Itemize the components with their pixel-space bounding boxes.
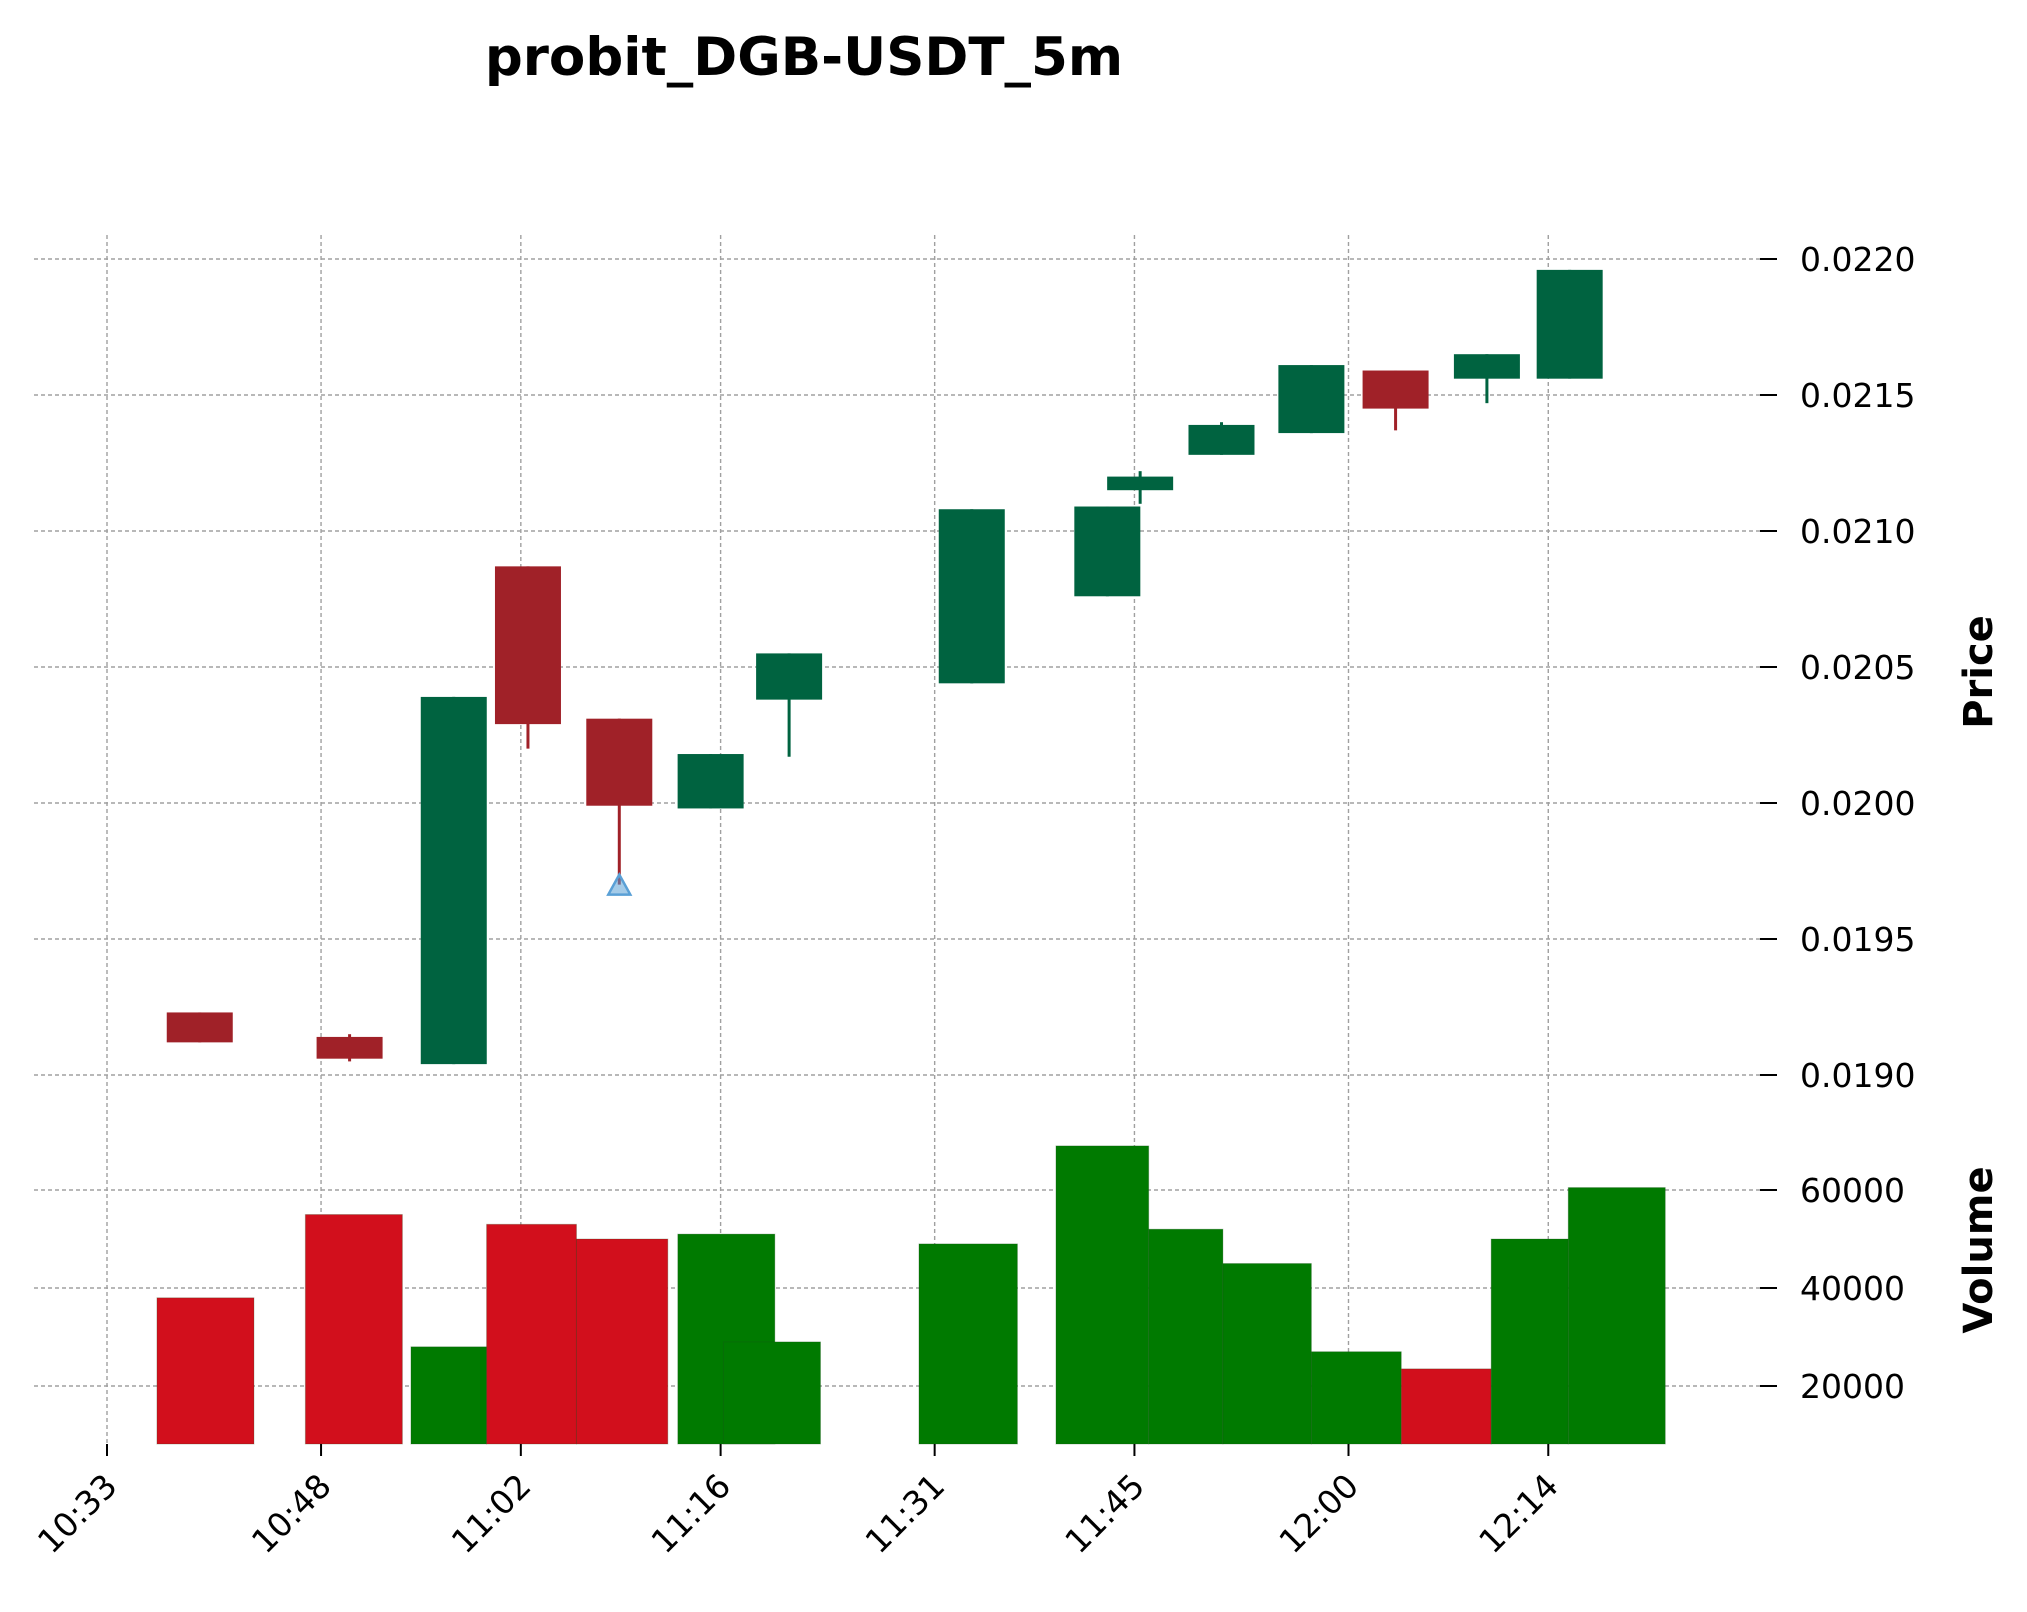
candle-body <box>938 509 1005 684</box>
price-panel <box>166 269 1603 1065</box>
volume-panel <box>156 1145 1666 1445</box>
volume-bar <box>918 1243 1018 1445</box>
candle-body <box>1362 370 1429 409</box>
x-tick-label: 11:31 <box>857 1466 952 1561</box>
candle-body <box>316 1036 383 1059</box>
volume-tick-label: 60000 <box>1800 1171 1905 1210</box>
price-tick-label: 0.0215 <box>1800 376 1915 415</box>
x-tick-label: 12:14 <box>1471 1466 1566 1561</box>
volume-bar <box>156 1297 255 1445</box>
price-tick-label: 0.0220 <box>1800 240 1915 279</box>
candle-body <box>586 718 653 806</box>
volume-bar <box>304 1214 403 1445</box>
price-tick-label: 0.0195 <box>1800 920 1915 959</box>
volume-bar <box>1567 1187 1666 1445</box>
volume-bar <box>1490 1238 1569 1445</box>
candle-body <box>166 1012 233 1043</box>
candle-body <box>1188 424 1255 455</box>
volume-bar <box>410 1346 488 1445</box>
volume-axis-title: Volume <box>1956 1166 2002 1333</box>
volume-bar <box>722 1341 821 1445</box>
volume-bar <box>575 1238 669 1445</box>
volume-bar <box>1055 1145 1150 1445</box>
volume-bar <box>486 1223 577 1445</box>
volume-bar <box>1310 1351 1402 1445</box>
candle-body <box>420 696 487 1065</box>
x-tick-label: 11:45 <box>1057 1466 1152 1561</box>
price-tick-label: 0.0205 <box>1800 648 1915 687</box>
x-tick-label: 11:02 <box>444 1466 539 1561</box>
volume-bar <box>1400 1368 1492 1445</box>
price-tick-label: 0.0190 <box>1800 1056 1915 1095</box>
candle-body <box>677 754 744 809</box>
x-tick-label: 12:00 <box>1271 1466 1366 1561</box>
candle-body <box>1453 354 1520 379</box>
grid <box>34 235 1760 1444</box>
price-tick-label: 0.0200 <box>1800 784 1915 823</box>
x-tick-label: 10:33 <box>30 1466 125 1561</box>
candle-body <box>756 653 823 700</box>
volume-bar <box>1222 1263 1312 1445</box>
price-tick-label: 0.0210 <box>1800 512 1915 551</box>
candle-body <box>494 566 561 725</box>
buy-signal-marker <box>606 872 633 896</box>
volume-tick-label: 20000 <box>1800 1367 1905 1406</box>
marker-layer <box>606 872 633 896</box>
candle-body <box>1536 269 1603 379</box>
candle-body <box>1278 365 1345 434</box>
volume-tick-label: 40000 <box>1800 1269 1905 1308</box>
x-tick-label: 11:16 <box>643 1466 738 1561</box>
x-tick-label: 10:48 <box>244 1466 339 1561</box>
candle-body <box>1074 506 1141 597</box>
price-axis-title: Price <box>1956 615 2002 729</box>
chart-title: probit_DGB-USDT_5m <box>485 27 1123 88</box>
candle-body <box>1107 476 1174 491</box>
volume-bar <box>1148 1228 1224 1445</box>
